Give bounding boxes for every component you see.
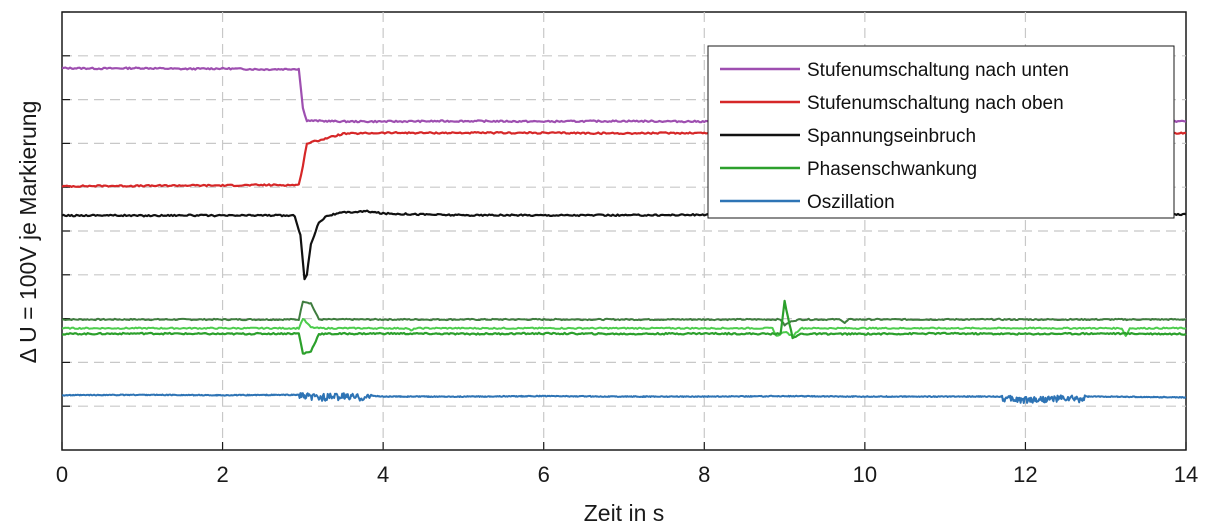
legend: Stufenumschaltung nach unten Stufenumscha…	[707, 45, 1175, 219]
legend-label: Phasenschwankung	[807, 159, 977, 180]
x-tick-label: 4	[377, 462, 389, 487]
legend-label: Stufenumschaltung nach oben	[807, 93, 1064, 114]
axis-ticks: 0 2 4 6 8 10 12 14	[56, 11, 1198, 487]
legend-box	[707, 45, 1175, 219]
x-tick-label: 12	[1013, 462, 1037, 487]
series-line-3	[61, 299, 1187, 355]
legend-label: Spannungseinbruch	[807, 126, 976, 147]
series-line-oszillation	[61, 392, 1187, 404]
x-tick-label: 0	[56, 462, 68, 487]
x-tick-label: 8	[698, 462, 710, 487]
series-line-phasenschwankung-dark	[61, 300, 1186, 327]
x-tick-label: 10	[853, 462, 877, 487]
legend-label: Oszillation	[807, 192, 895, 213]
x-axis-label: Zeit in s	[584, 500, 665, 526]
series-line-phasenschwankung-light	[61, 318, 1187, 338]
x-tick-label: 6	[538, 462, 550, 487]
x-tick-label: 14	[1174, 462, 1198, 487]
y-axis-label: Δ U = 100V je Markierung	[15, 101, 41, 364]
legend-label: Stufenumschaltung nach unten	[807, 60, 1069, 81]
x-tick-label: 2	[216, 462, 228, 487]
